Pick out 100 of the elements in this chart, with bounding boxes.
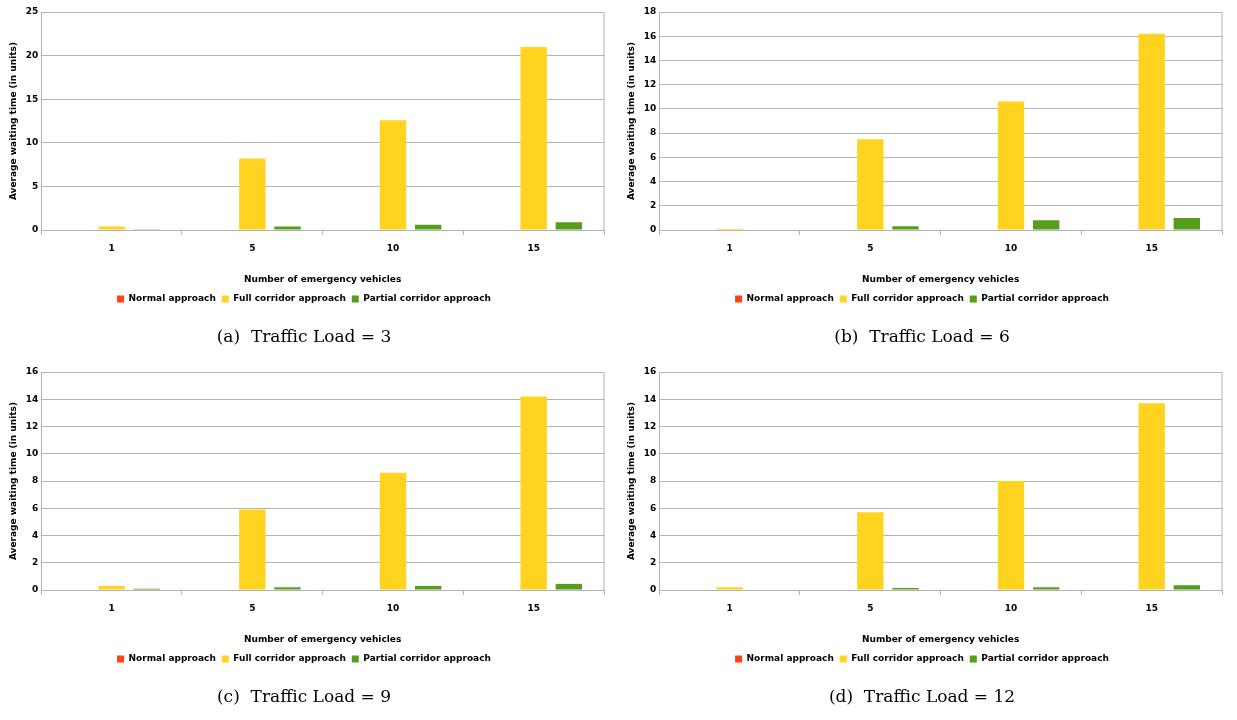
legend-label: Normal approach <box>128 653 216 664</box>
legend-label: Partial corridor approach <box>363 293 491 304</box>
y-tick-label: 12 <box>643 420 657 431</box>
y-tick-label: 16 <box>25 366 39 377</box>
x-tick-label: 15 <box>527 602 540 613</box>
bar <box>414 224 442 230</box>
y-tick-label: 8 <box>650 127 657 138</box>
bar <box>239 509 266 590</box>
x-tick-label: 1 <box>726 242 733 253</box>
x-tick-label: 10 <box>386 242 400 253</box>
bar <box>1138 403 1165 590</box>
legend-label: Full corridor approach <box>233 653 346 664</box>
bar <box>239 158 266 230</box>
x-axis-title: Number of emergency vehicles <box>244 633 402 644</box>
y-tick-label: 14 <box>643 54 657 65</box>
y-tick-label: 14 <box>643 393 657 404</box>
y-tick-label: 4 <box>650 529 657 540</box>
bar <box>997 481 1025 590</box>
y-tick-label: 15 <box>25 93 39 104</box>
bar <box>857 139 884 230</box>
bar <box>274 587 301 590</box>
legend-label: Full corridor approach <box>851 653 964 664</box>
bar <box>98 226 125 230</box>
y-axis-title: Average waiting time (in units) <box>7 41 18 201</box>
y-axis-title: Average waiting time (in units) <box>625 401 636 561</box>
x-tick-label: 1 <box>108 602 115 613</box>
y-tick-label: 20 <box>25 49 39 60</box>
x-tick-label: 15 <box>527 242 540 253</box>
legend-label: Partial corridor approach <box>981 293 1109 304</box>
x-tick-label: 15 <box>1145 242 1158 253</box>
bar <box>1138 33 1165 230</box>
bar <box>98 585 125 590</box>
bar <box>1032 220 1060 230</box>
y-tick-label: 0 <box>650 224 657 235</box>
x-tick-label: 10 <box>386 602 400 613</box>
x-tick-label: 5 <box>249 602 256 613</box>
y-tick-label: 4 <box>32 529 39 540</box>
x-axis-title: Number of emergency vehicles <box>862 633 1020 644</box>
bar <box>892 226 919 230</box>
y-tick-label: 8 <box>650 475 657 486</box>
legend-label: Partial corridor approach <box>363 653 491 664</box>
text: (d) Traffic Load = 12 <box>828 686 1016 707</box>
y-tick-label: 6 <box>650 151 657 162</box>
y-tick-label: 10 <box>643 448 657 459</box>
x-tick-label: 5 <box>249 242 256 253</box>
y-tick-label: 12 <box>25 420 39 431</box>
bar <box>414 585 442 590</box>
text: (a) Traffic Load = 3 <box>216 326 392 347</box>
y-tick-label: 2 <box>650 200 657 211</box>
legend-label: Normal approach <box>128 293 216 304</box>
x-tick-label: 1 <box>726 602 733 613</box>
y-tick-label: 6 <box>650 502 657 513</box>
bar <box>555 583 583 590</box>
legend-label: Partial corridor approach <box>981 653 1109 664</box>
y-tick-label: 25 <box>25 6 39 17</box>
y-tick-label: 4 <box>650 175 657 186</box>
bar <box>716 587 743 590</box>
legend-label: Full corridor approach <box>233 293 346 304</box>
text: (b) Traffic Load = 6 <box>834 326 1010 347</box>
x-tick-label: 5 <box>867 602 874 613</box>
legend-label: Normal approach <box>746 653 834 664</box>
y-tick-label: 10 <box>25 137 39 148</box>
y-tick-label: 14 <box>25 393 39 404</box>
x-tick-label: 15 <box>1145 602 1158 613</box>
y-tick-label: 2 <box>32 557 39 568</box>
bar <box>520 396 547 590</box>
bar <box>520 46 547 230</box>
x-tick-label: 1 <box>108 242 115 253</box>
text: (c) Traffic Load = 9 <box>216 686 392 707</box>
x-tick-label: 10 <box>1004 242 1018 253</box>
x-axis-title: Number of emergency vehicles <box>244 273 402 284</box>
y-tick-label: 10 <box>643 103 657 114</box>
x-axis-title: Number of emergency vehicles <box>862 273 1020 284</box>
bar <box>1032 587 1060 590</box>
y-tick-label: 0 <box>32 584 39 595</box>
bar <box>379 472 407 590</box>
y-axis-title: Average waiting time (in units) <box>7 401 18 561</box>
bar <box>1173 217 1201 230</box>
x-tick-label: 5 <box>867 242 874 253</box>
bar <box>997 101 1025 230</box>
y-tick-label: 16 <box>643 30 657 41</box>
legend-label: Normal approach <box>746 293 834 304</box>
y-tick-label: 2 <box>650 557 657 568</box>
x-tick-label: 10 <box>1004 602 1018 613</box>
y-tick-label: 8 <box>32 475 39 486</box>
bar <box>1173 585 1201 590</box>
y-tick-label: 10 <box>25 448 39 459</box>
y-tick-label: 0 <box>650 584 657 595</box>
y-axis-title: Average waiting time (in units) <box>625 41 636 201</box>
legend-label: Full corridor approach <box>851 293 964 304</box>
bar <box>857 512 884 590</box>
bar <box>555 222 583 230</box>
bar <box>379 120 407 230</box>
y-tick-label: 5 <box>32 180 39 191</box>
y-tick-label: 6 <box>32 502 39 513</box>
y-tick-label: 16 <box>643 366 657 377</box>
y-tick-label: 0 <box>32 224 39 235</box>
y-tick-label: 18 <box>643 6 657 17</box>
bar <box>274 226 301 230</box>
y-tick-label: 12 <box>643 79 657 90</box>
